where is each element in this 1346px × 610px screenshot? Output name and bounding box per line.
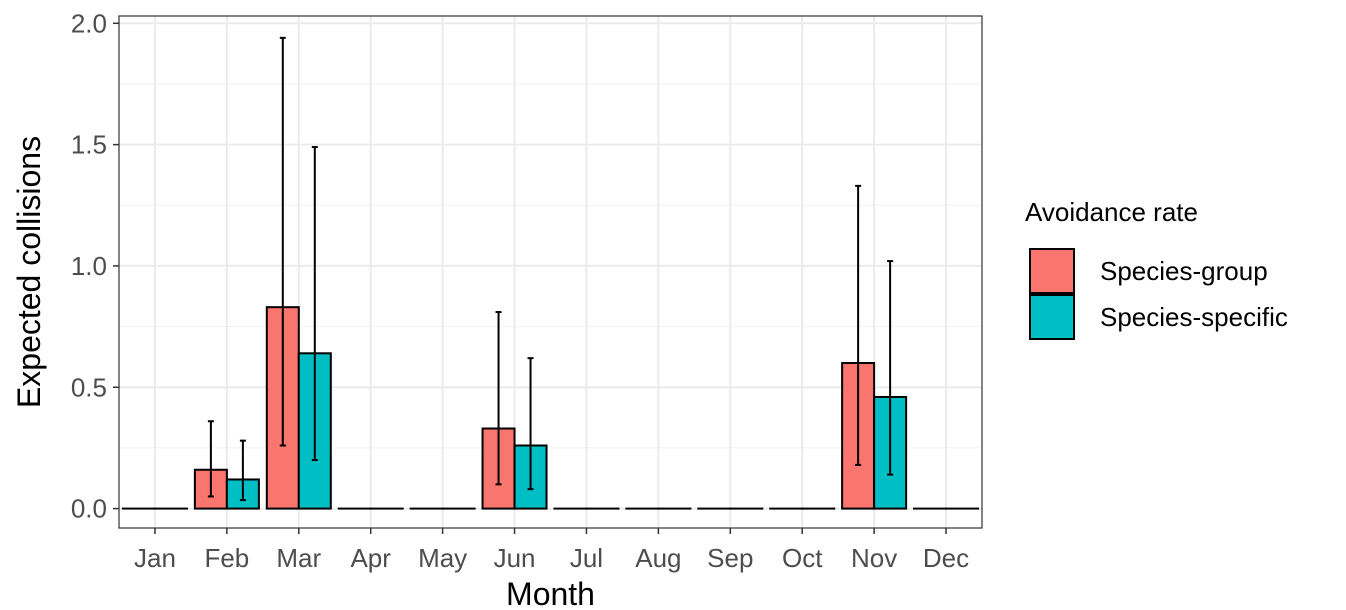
legend: Avoidance rate Species-group Species-spec… bbox=[1025, 197, 1288, 340]
panel-background bbox=[119, 16, 982, 528]
legend-key bbox=[1029, 248, 1075, 294]
legend-title: Avoidance rate bbox=[1025, 197, 1198, 227]
x-tick-label: May bbox=[418, 543, 467, 573]
x-tick-label: Aug bbox=[635, 543, 681, 573]
x-tick-label: Jun bbox=[494, 543, 536, 573]
plot-panel bbox=[118, 15, 983, 529]
x-tick-label: Jul bbox=[570, 543, 603, 573]
y-axis: 0.0 0.5 1.0 1.5 2.0 bbox=[71, 8, 119, 524]
panel-border bbox=[118, 15, 983, 529]
error-bars bbox=[207, 36, 894, 502]
legend-key bbox=[1029, 294, 1075, 340]
legend-label: Species-group bbox=[1100, 256, 1268, 286]
x-tick-label: Dec bbox=[923, 543, 969, 573]
x-tick-label: Mar bbox=[276, 543, 321, 573]
y-tick-label: 1.0 bbox=[71, 251, 107, 281]
legend-label: Species-specific bbox=[1100, 302, 1288, 332]
x-tick-label: Apr bbox=[350, 543, 391, 573]
y-tick-label: 0.5 bbox=[71, 372, 107, 402]
x-axis-title: Month bbox=[506, 576, 595, 610]
x-tick-label: Sep bbox=[707, 543, 753, 573]
x-tick-label: Jan bbox=[134, 543, 176, 573]
y-tick-label: 1.5 bbox=[71, 130, 107, 160]
y-tick-label: 0.0 bbox=[71, 494, 107, 524]
x-tick-label: Nov bbox=[851, 543, 897, 573]
x-tick-label: Oct bbox=[782, 543, 823, 573]
x-axis: Jan Feb Mar Apr May Jun Jul Aug Sep Oct Nov Dec bbox=[134, 528, 969, 573]
x-tick-label: Feb bbox=[204, 543, 249, 573]
y-axis-title: Expected collisions bbox=[11, 136, 47, 408]
y-tick-label: 2.0 bbox=[71, 8, 107, 38]
